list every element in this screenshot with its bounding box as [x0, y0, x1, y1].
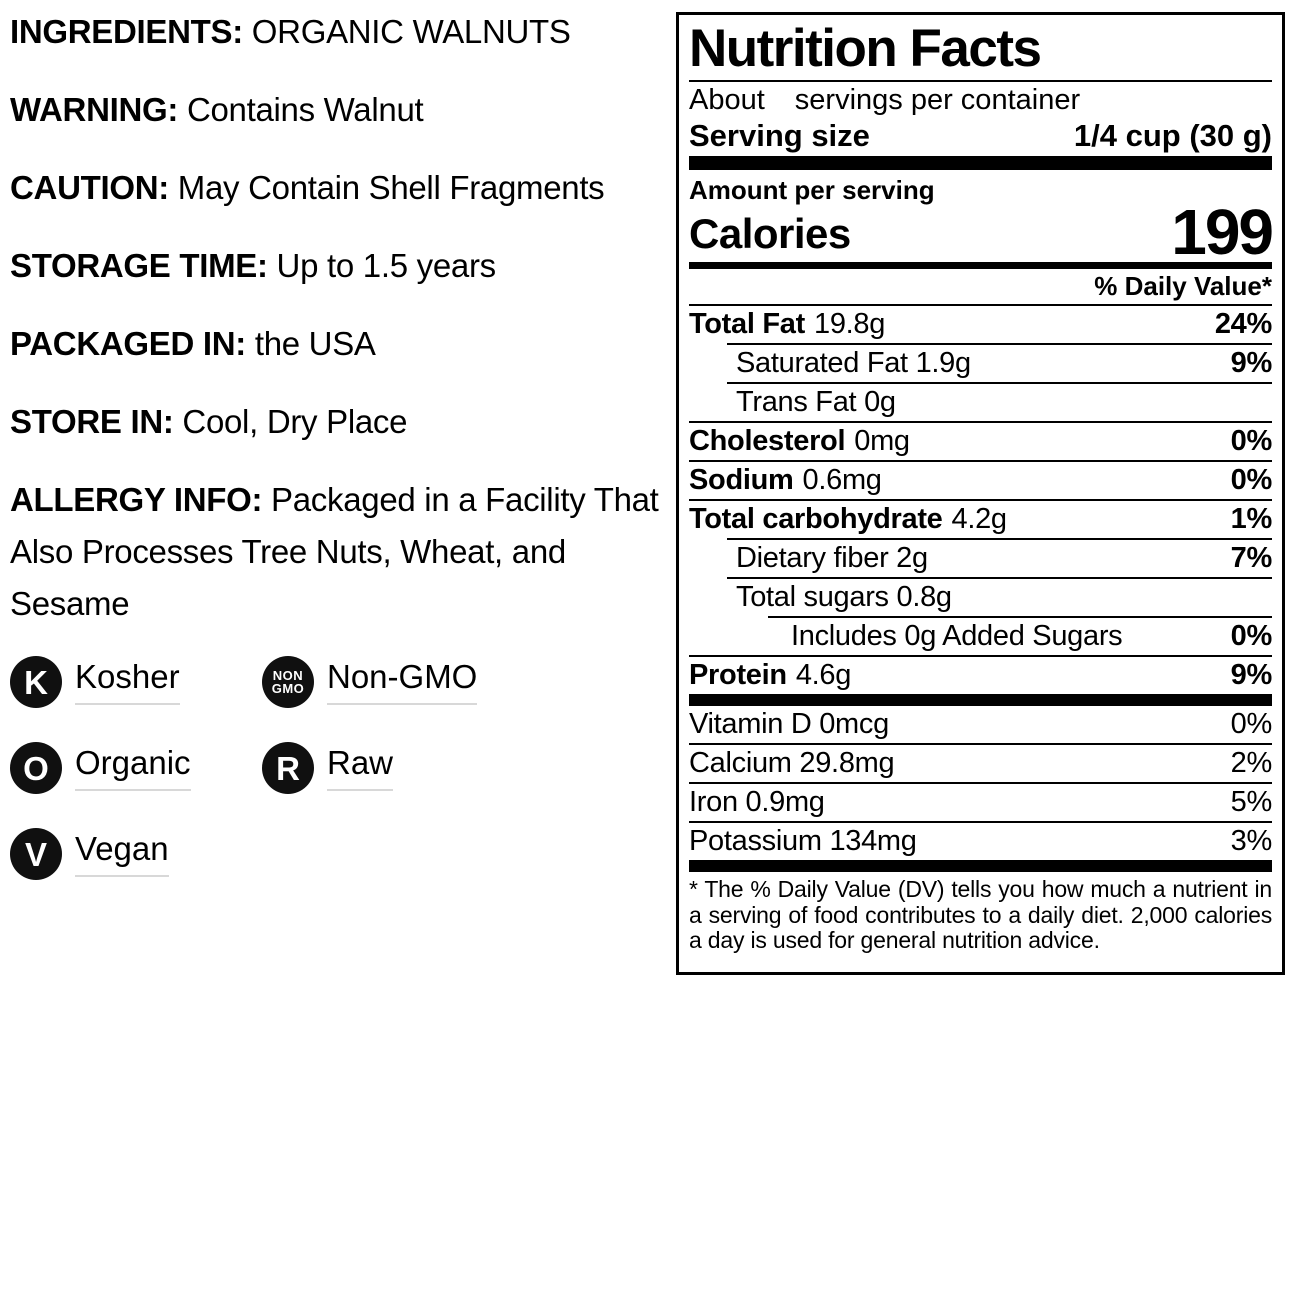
packaged-in-value: the USA [254, 325, 376, 362]
cholesterol-dv: 0% [1230, 425, 1273, 457]
warning-value: Contains Walnut [186, 91, 424, 128]
kosher-icon-letter: K [24, 663, 48, 701]
servings-per-container: About servings per container [689, 82, 1272, 117]
ingredients-value: ORGANIC WALNUTS [251, 13, 571, 50]
row-iron: Iron 0.9mg 5% [689, 782, 1272, 821]
amount-per-serving-label: Amount per serving [689, 175, 935, 205]
servings-prefix: About [689, 84, 765, 116]
product-info-column: INGREDIENTS: ORGANIC WALNUTS WARNING: Co… [10, 0, 675, 914]
row-cholesterol: Cholesterol 0mg 0% [689, 421, 1272, 460]
calories-row: Calories 199 [689, 196, 1274, 268]
organic-badge-label: Organic [75, 745, 191, 791]
serving-size-row: Serving size 1/4 cup (30 g) [689, 117, 1272, 154]
badge-row-3: V Vegan [10, 828, 675, 880]
non-gmo-icon: NON GMO [262, 656, 314, 708]
badge-non-gmo: NON GMO Non-GMO [262, 656, 478, 708]
info-allergy: ALLERGY INFO: Packaged in a Facility Tha… [10, 474, 675, 630]
row-protein: Protein 4.6g 9% [689, 655, 1272, 694]
vegan-badge-label: Vegan [75, 831, 169, 877]
daily-value-header: % Daily Value* [689, 269, 1272, 306]
row-saturated-fat: Saturated Fat 1.9g 9% [727, 343, 1272, 382]
divider-thick-vitamins [689, 694, 1272, 706]
vitamin-d-dv: 0% [1230, 708, 1273, 740]
servings-suffix: servings per container [794, 84, 1081, 116]
info-caution: CAUTION: May Contain Shell Fragments [10, 162, 675, 214]
raw-icon-letter: R [276, 749, 300, 787]
nutrition-facts-panel: Nutrition Facts About servings per contai… [676, 12, 1285, 975]
info-ingredients: INGREDIENTS: ORGANIC WALNUTS [10, 6, 675, 58]
daily-value-footnote: * The % Daily Value (DV) tells you how m… [689, 876, 1272, 953]
info-packaged-in: PACKAGED IN: the USA [10, 318, 675, 370]
badge-raw: R Raw [262, 742, 394, 794]
row-total-fat: Total Fat 19.8g 24% [689, 306, 1272, 343]
allergy-label: ALLERGY INFO: [10, 481, 263, 518]
serving-size-value: 1/4 cup (30 g) [1073, 118, 1272, 153]
saturated-fat-dv: 9% [1230, 347, 1273, 379]
protein-dv: 9% [1230, 659, 1273, 691]
divider-medium [689, 262, 1272, 269]
badge-row-1: K Kosher NON GMO Non-GMO [10, 656, 675, 708]
calcium-dv: 2% [1230, 747, 1273, 779]
potassium-dv: 3% [1230, 825, 1273, 857]
row-dietary-fiber: Dietary fiber 2g 7% [727, 538, 1272, 577]
row-calcium: Calcium 29.8mg 2% [689, 743, 1272, 782]
kosher-badge-label: Kosher [75, 659, 180, 705]
store-in-value: Cool, Dry Place [182, 403, 408, 440]
row-potassium: Potassium 134mg 3% [689, 821, 1272, 860]
row-added-sugars: Includes 0g Added Sugars 0% [768, 616, 1272, 655]
nutrition-facts-title: Nutrition Facts [689, 21, 1272, 82]
calories-value: 199 [1171, 196, 1274, 268]
certification-badges: K Kosher NON GMO Non-GMO O Organic R Raw… [10, 656, 675, 880]
caution-label: CAUTION: [10, 169, 169, 206]
row-total-carbohydrate: Total carbohydrate 4.2g 1% [689, 499, 1272, 538]
row-vitamin-d: Vitamin D 0mcg 0% [689, 706, 1272, 743]
dietary-fiber-dv: 7% [1230, 542, 1273, 574]
kosher-icon: K [10, 656, 62, 708]
info-store-in: STORE IN: Cool, Dry Place [10, 396, 675, 448]
vegan-icon-letter: V [24, 835, 47, 873]
divider-thick-footnote [689, 860, 1272, 872]
badge-organic: O Organic [10, 742, 262, 794]
store-in-label: STORE IN: [10, 403, 174, 440]
organic-icon: O [10, 742, 62, 794]
added-sugars-dv: 0% [1230, 620, 1273, 652]
organic-icon-letter: O [23, 749, 49, 787]
info-warning: WARNING: Contains Walnut [10, 84, 675, 136]
ingredients-label: INGREDIENTS: [10, 13, 243, 50]
total-fat-dv: 24% [1214, 308, 1272, 340]
allergy-value: Packaged in a Facility That Also Process… [10, 481, 659, 622]
divider-thick-top [689, 156, 1272, 170]
raw-badge-label: Raw [327, 745, 394, 791]
packaged-in-label: PACKAGED IN: [10, 325, 246, 362]
vegan-icon: V [10, 828, 62, 880]
sodium-dv: 0% [1230, 464, 1273, 496]
storage-time-value: Up to 1.5 years [276, 247, 497, 284]
raw-icon: R [262, 742, 314, 794]
row-sodium: Sodium 0.6mg 0% [689, 460, 1272, 499]
badge-row-2: O Organic R Raw [10, 742, 675, 794]
serving-size-label: Serving size [689, 118, 870, 153]
non-gmo-icon-text: NON GMO [271, 668, 305, 696]
iron-dv: 5% [1230, 786, 1273, 818]
caution-value: May Contain Shell Fragments [177, 169, 605, 206]
total-carbohydrate-dv: 1% [1230, 503, 1273, 535]
row-total-sugars: Total sugars 0.8g [727, 577, 1272, 616]
row-trans-fat: Trans Fat 0g [727, 382, 1272, 421]
storage-time-label: STORAGE TIME: [10, 247, 268, 284]
warning-label: WARNING: [10, 91, 179, 128]
calories-label: Calories [689, 210, 851, 257]
info-storage-time: STORAGE TIME: Up to 1.5 years [10, 240, 675, 292]
badge-kosher: K Kosher [10, 656, 262, 708]
badge-vegan: V Vegan [10, 828, 262, 880]
non-gmo-badge-label: Non-GMO [327, 659, 478, 705]
